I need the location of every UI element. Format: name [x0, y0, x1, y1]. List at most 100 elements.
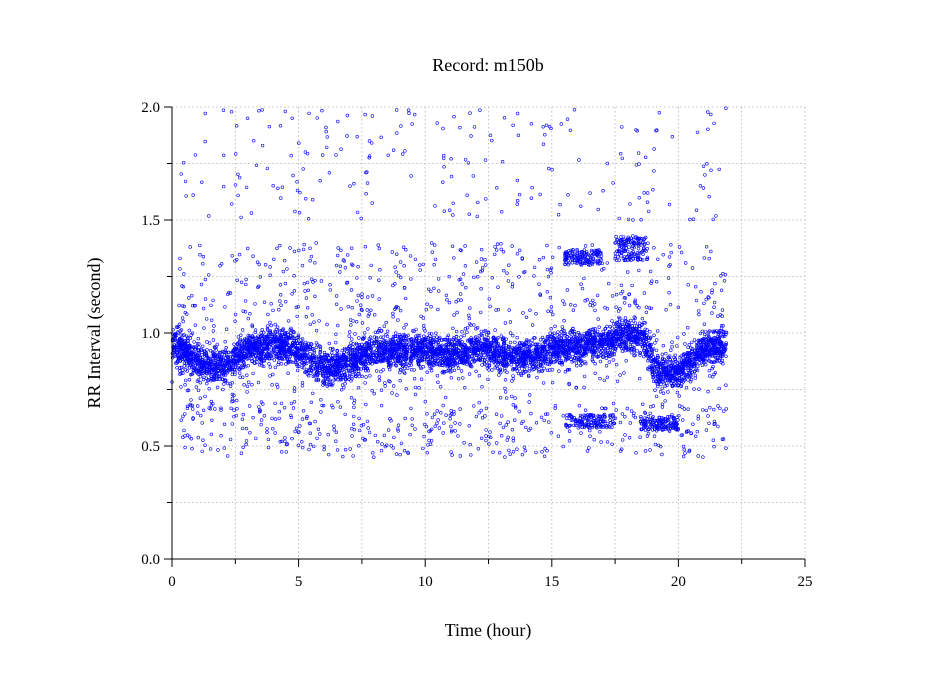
rr-point	[497, 373, 501, 377]
rr-point	[201, 344, 205, 348]
rr-point	[556, 330, 560, 334]
rr-point	[501, 337, 505, 341]
rr-point	[509, 363, 513, 367]
rr-point	[490, 368, 494, 372]
rr-point	[535, 375, 539, 380]
rr-point	[170, 355, 175, 360]
rr-point	[501, 355, 505, 360]
rr-point	[182, 364, 187, 368]
rr-point	[508, 340, 513, 345]
rr-point	[535, 346, 540, 350]
rr-point	[593, 362, 597, 366]
rr-point	[460, 330, 464, 334]
rr-point	[711, 365, 715, 369]
rr-point	[185, 336, 190, 340]
rr-point	[205, 340, 209, 344]
rr-point	[379, 335, 383, 339]
rr-point	[224, 345, 228, 350]
rr-point	[465, 330, 469, 334]
rr-point	[462, 333, 466, 338]
rr-point	[650, 351, 654, 355]
rr-point	[724, 341, 728, 345]
rr-point	[653, 365, 657, 369]
rr-point	[394, 364, 399, 368]
rr-point	[239, 333, 243, 337]
rr-point	[244, 336, 249, 341]
rr-point	[662, 357, 667, 362]
rr-point	[309, 341, 313, 346]
rr-point	[242, 349, 246, 353]
rr-point	[253, 330, 258, 334]
rr-point	[222, 382, 226, 386]
rr-point	[578, 354, 583, 358]
rr-point	[368, 374, 372, 378]
rr-point	[567, 367, 572, 372]
rr-point	[533, 336, 537, 340]
rr-point	[511, 374, 515, 378]
rr-point	[724, 354, 728, 358]
rr-point	[288, 354, 293, 358]
rr-point	[388, 367, 392, 372]
rr-point	[550, 368, 555, 372]
rr-point	[425, 370, 429, 374]
rr-point	[192, 340, 196, 344]
rr-point	[624, 324, 628, 329]
rr-point	[664, 351, 668, 356]
rr-point	[205, 348, 209, 352]
rr-point	[692, 370, 697, 374]
rr-point	[687, 343, 691, 347]
rr-point	[623, 316, 628, 320]
rr-point	[507, 359, 511, 363]
rr-point	[719, 360, 723, 365]
rr-point	[277, 330, 282, 334]
rr-point	[620, 322, 624, 327]
rr-point	[583, 334, 587, 339]
rr-point	[620, 349, 625, 353]
rr-point	[660, 386, 664, 391]
rr-point	[511, 333, 515, 338]
rr-point	[305, 350, 310, 355]
rr-point	[487, 368, 491, 372]
rr-point	[559, 359, 564, 363]
rr-point	[291, 336, 295, 340]
rr-point	[452, 368, 457, 372]
rr-point	[647, 338, 651, 342]
rr-point	[238, 367, 242, 371]
rr-point	[525, 347, 529, 352]
rr-point	[674, 383, 678, 388]
rr-point	[560, 363, 564, 367]
rr-point	[459, 369, 464, 373]
rr-point	[467, 338, 471, 342]
rr-point	[515, 369, 520, 373]
rr-point	[612, 352, 616, 357]
rr-point	[269, 323, 273, 328]
rr-point	[480, 363, 484, 367]
rr-point	[357, 336, 361, 340]
rr-point	[660, 352, 664, 356]
rr-point	[597, 325, 601, 329]
rr-point	[385, 329, 390, 333]
rr-point	[242, 361, 246, 365]
rr-point	[703, 363, 708, 367]
rr-point	[495, 366, 499, 370]
rr-point	[505, 370, 509, 375]
rr-point	[179, 365, 184, 370]
rr-point	[663, 384, 667, 388]
rr-point	[583, 360, 587, 364]
rr-point	[700, 363, 705, 367]
rr-point	[604, 356, 609, 360]
rr-point	[574, 353, 578, 357]
rr-point	[631, 319, 636, 323]
rr-point	[651, 379, 656, 384]
rr-point	[605, 324, 609, 329]
rr-point	[285, 356, 289, 361]
rr-point	[406, 366, 410, 370]
rr-point	[615, 320, 620, 324]
rr-point	[268, 320, 272, 325]
rr-point	[382, 324, 386, 328]
rr-point	[697, 361, 702, 365]
rr-point	[191, 368, 196, 372]
rr-point	[654, 348, 659, 353]
rr-point	[459, 335, 463, 339]
